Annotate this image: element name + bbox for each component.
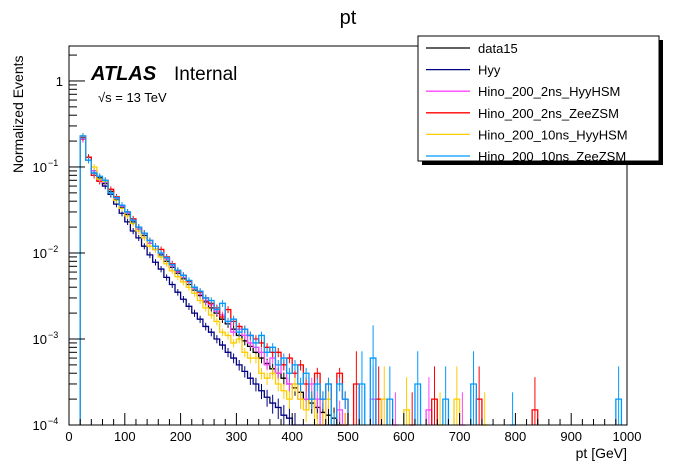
x-tick-label: 300: [226, 429, 248, 444]
internal-label: Internal: [174, 64, 237, 85]
x-tick-label: 100: [114, 429, 136, 444]
legend-entry: Hino_200_2ns_HyyHSM: [478, 84, 620, 99]
series-Hino_200_10ns_ZeeZSM: [79, 132, 623, 426]
x-tick-label: 600: [393, 429, 415, 444]
y-tick-exponent: −3: [48, 330, 58, 340]
atlas-label: ATLAS: [90, 63, 157, 85]
y-tick-label: 10: [33, 418, 47, 433]
histogram-step: [79, 136, 349, 426]
histogram-step: [79, 135, 349, 426]
legend-entry: Hyy: [478, 63, 501, 78]
x-tick-label: 800: [505, 429, 527, 444]
histogram-series: [79, 132, 623, 426]
x-tick-label: 1000: [613, 429, 642, 444]
series-data15: [79, 134, 348, 426]
legend-entry: Hino_200_10ns_ZeeZSM: [478, 149, 626, 164]
histogram-step: [79, 138, 348, 426]
y-tick-label: 10: [33, 160, 47, 175]
x-tick-label: 200: [170, 429, 192, 444]
x-tick-label: 400: [281, 429, 303, 444]
x-tick-label: 0: [65, 429, 72, 444]
x-axis-label: pt [GeV]: [576, 445, 627, 461]
y-tick-label: 1: [56, 74, 63, 89]
energy-label: √s = 13 TeV: [98, 90, 167, 105]
x-tick-label: 500: [337, 429, 359, 444]
y-tick-exponent: −1: [48, 158, 58, 168]
histogram-step: [79, 138, 348, 426]
x-tick-label: 700: [449, 429, 471, 444]
y-axis-label: Normalized Events: [10, 56, 26, 174]
legend-entry: Hino_200_2ns_ZeeZSM: [478, 106, 619, 121]
histogram-step: [79, 135, 348, 426]
legend: [417, 35, 660, 162]
legend-entry: Hino_200_10ns_HyyHSM: [478, 127, 628, 142]
y-tick-label: 10: [33, 332, 47, 347]
y-tick-exponent: −4: [48, 416, 58, 426]
legend-entry: data15: [478, 41, 518, 56]
histogram-step: [79, 136, 348, 426]
y-tick-exponent: −2: [48, 244, 58, 254]
chart-title: pt: [340, 7, 357, 29]
series-Hyy: [79, 136, 348, 426]
x-tick-label: 900: [560, 429, 582, 444]
y-tick-label: 10: [33, 246, 47, 261]
series-Hino_200_2ns_HyyHSM: [79, 136, 466, 426]
